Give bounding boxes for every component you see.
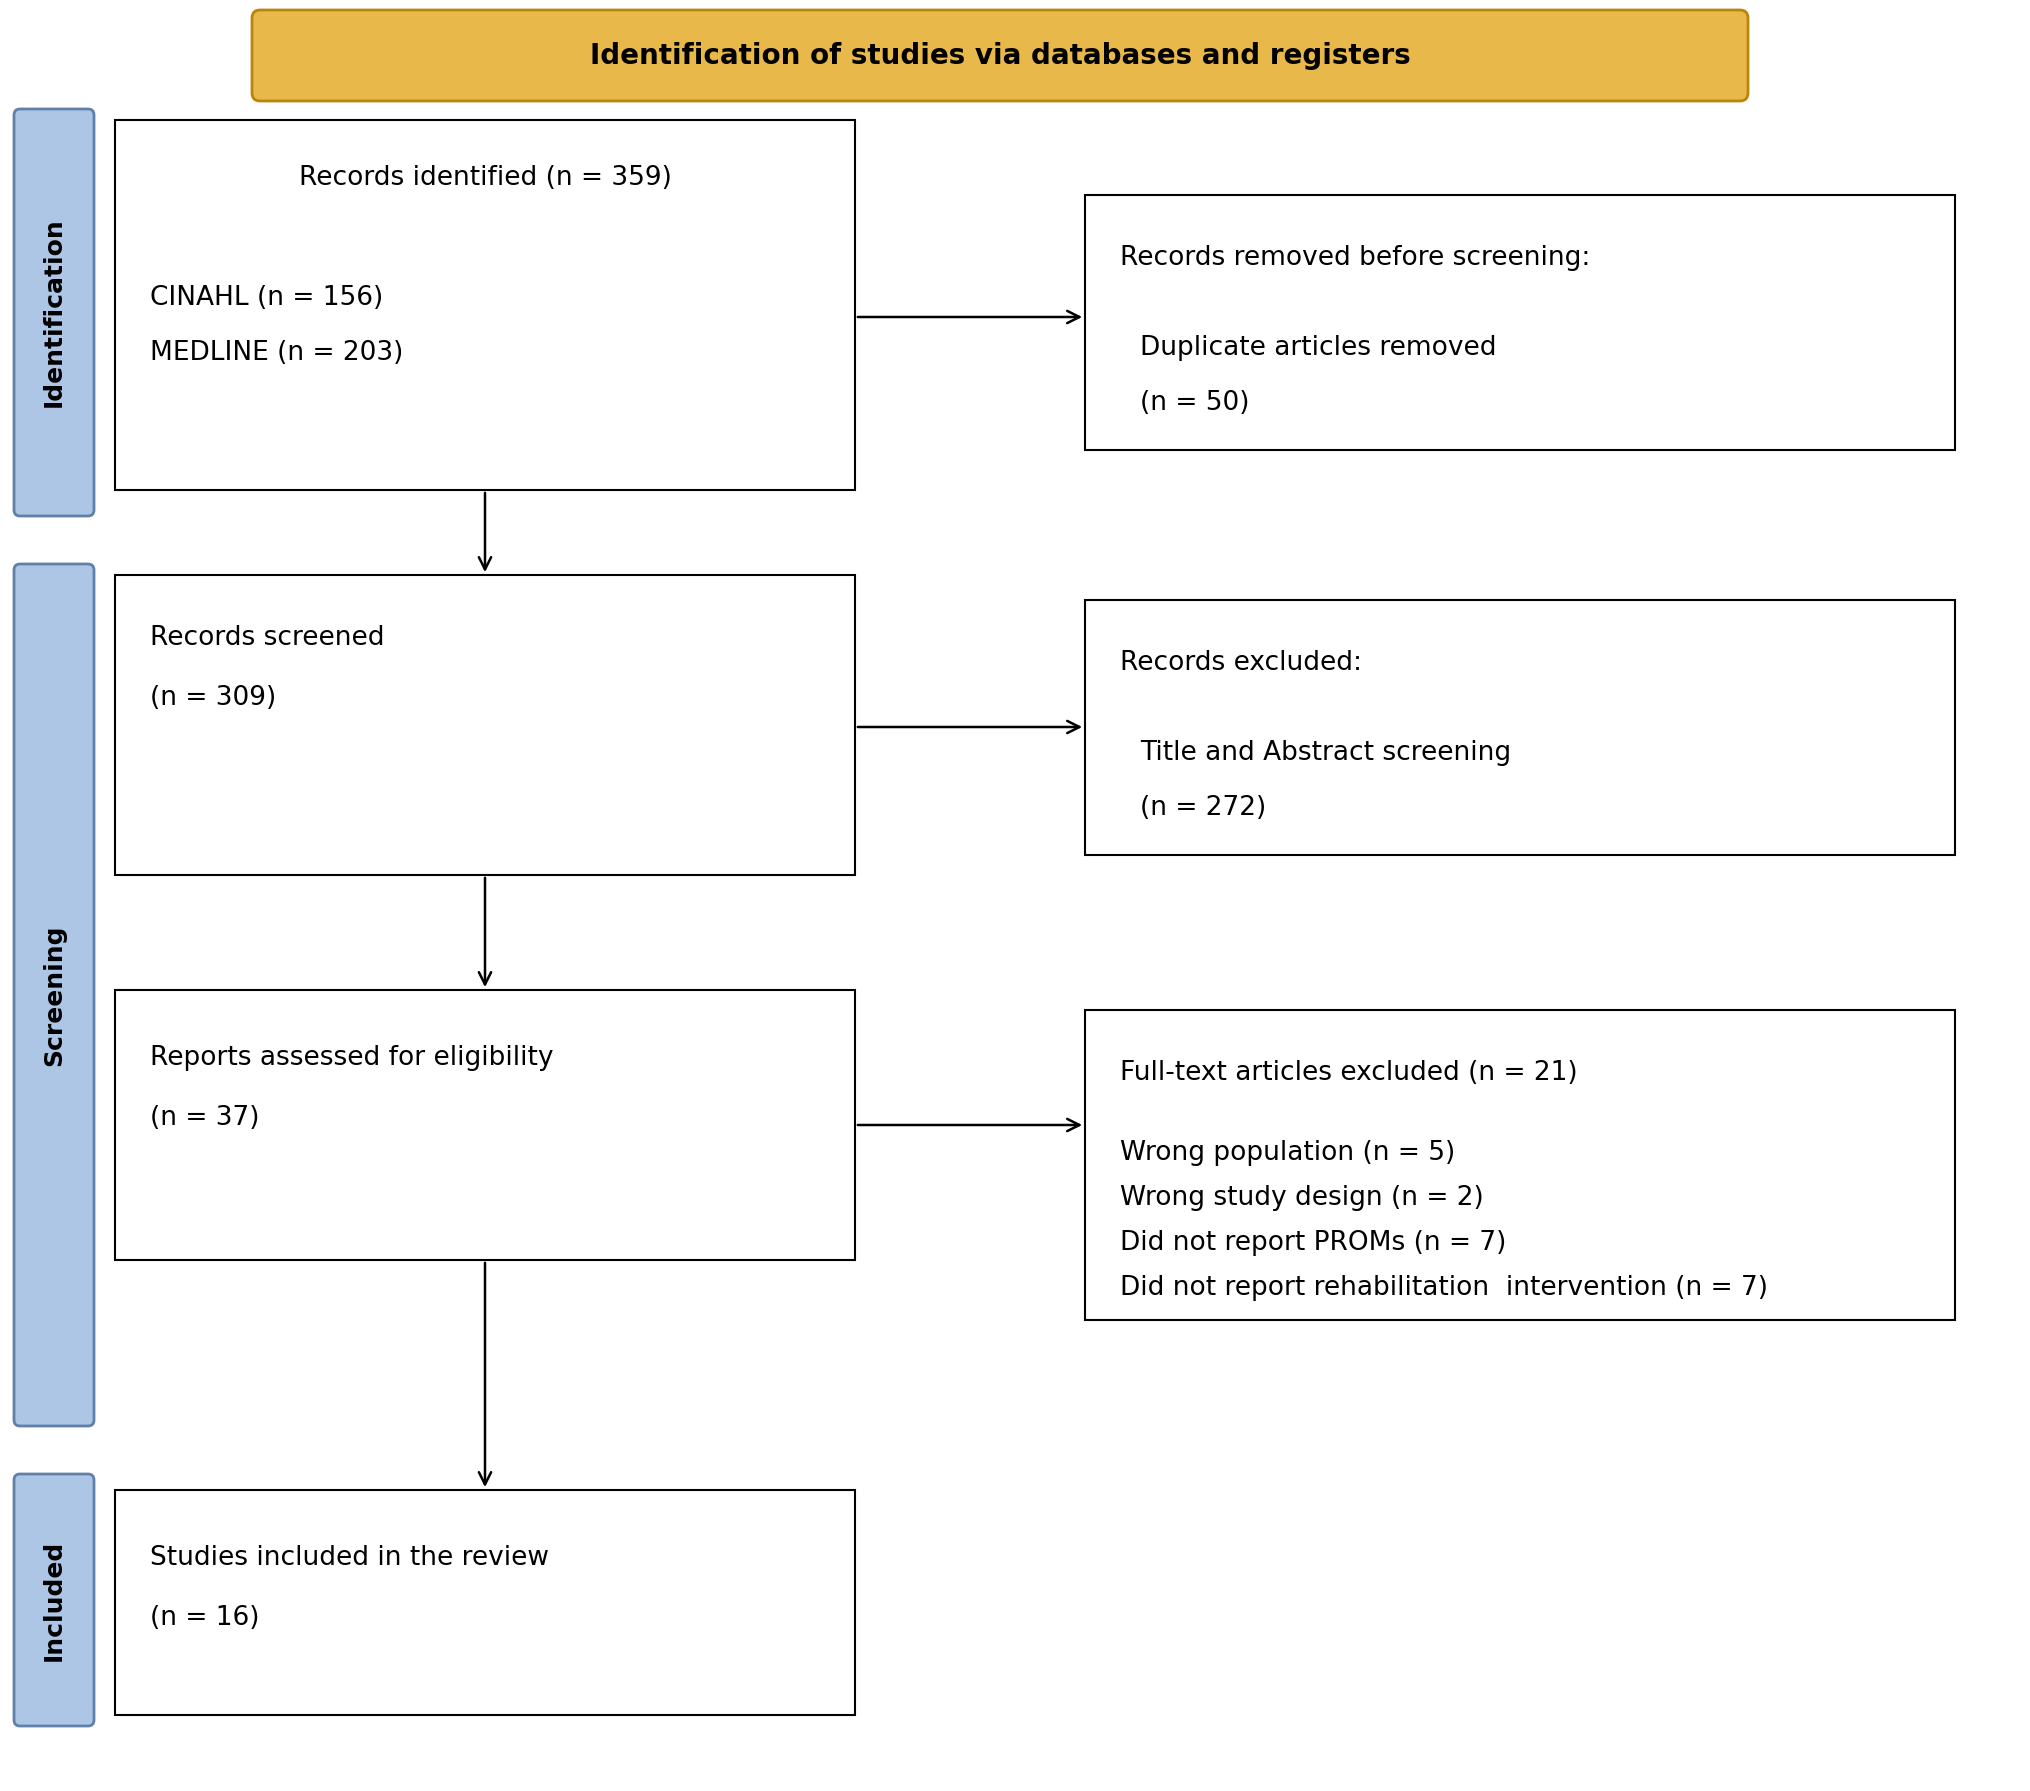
Text: Included: Included [43,1540,67,1660]
FancyBboxPatch shape [14,109,93,516]
FancyBboxPatch shape [252,11,1748,100]
Text: Records excluded:: Records excluded: [1121,650,1362,675]
Bar [116,990,855,1261]
Text: Screening: Screening [43,924,67,1066]
Text: Identification: Identification [43,219,67,407]
Text: Did not report PROMs (n = 7): Did not report PROMs (n = 7) [1121,1230,1506,1255]
Text: Did not report rehabilitation  intervention (n = 7): Did not report rehabilitation interventi… [1121,1275,1768,1300]
Text: Wrong study design (n = 2): Wrong study design (n = 2) [1121,1186,1484,1211]
FancyBboxPatch shape [14,1474,93,1727]
Text: Full-text articles excluded (n = 21): Full-text articles excluded (n = 21) [1121,1060,1577,1085]
Text: Records identified (n = 359): Records identified (n = 359) [298,165,672,192]
Text: Title and Abstract screening: Title and Abstract screening [1141,740,1510,767]
FancyBboxPatch shape [14,564,93,1426]
Text: Duplicate articles removed: Duplicate articles removed [1141,335,1496,362]
Text: (n = 16): (n = 16) [150,1605,260,1632]
Bar [116,120,855,491]
Text: (n = 272): (n = 272) [1141,795,1267,820]
Bar [116,1490,855,1716]
Text: (n = 50): (n = 50) [1141,390,1250,416]
Text: Records screened: Records screened [150,625,384,650]
Bar [1084,195,1955,450]
Text: Identification of studies via databases and registers: Identification of studies via databases … [589,41,1411,70]
Text: (n = 309): (n = 309) [150,684,276,711]
Text: Studies included in the review: Studies included in the review [150,1546,548,1571]
Text: MEDLINE (n = 203): MEDLINE (n = 203) [150,340,404,365]
Text: CINAHL (n = 156): CINAHL (n = 156) [150,285,384,312]
Text: Reports assessed for eligibility: Reports assessed for eligibility [150,1044,554,1071]
Text: Records removed before screening:: Records removed before screening: [1121,245,1589,270]
Text: Wrong population (n = 5): Wrong population (n = 5) [1121,1141,1456,1166]
Bar [116,575,855,876]
Text: (n = 37): (n = 37) [150,1105,260,1130]
Bar [1084,1010,1955,1320]
Bar [1084,600,1955,854]
